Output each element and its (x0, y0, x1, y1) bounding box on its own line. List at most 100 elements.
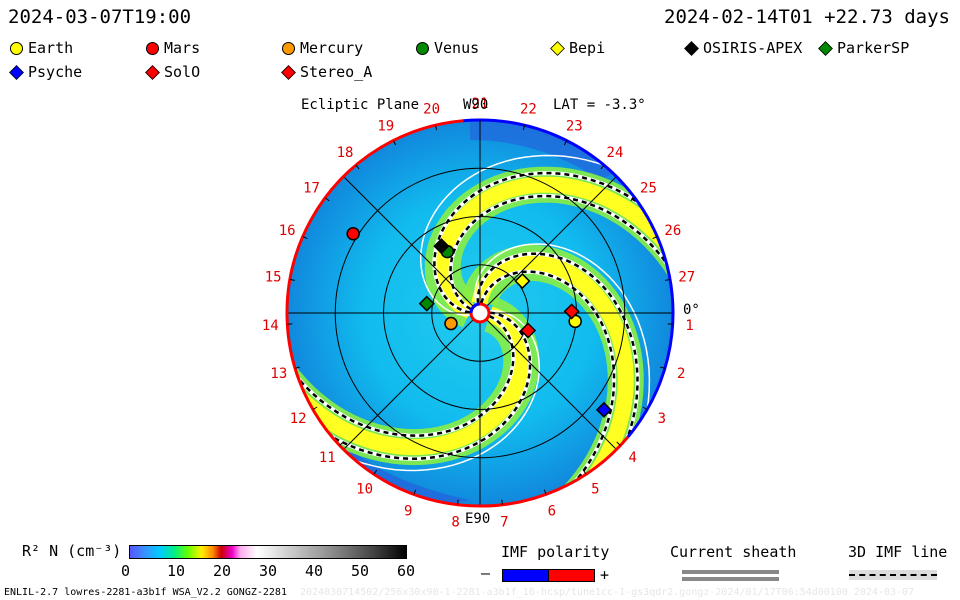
imf-line (480, 270, 616, 506)
circle-marker-icon (146, 41, 159, 55)
imf-3d-title: 3D IMF line (848, 543, 948, 561)
start-time: 2024-03-07T19:00 (8, 6, 192, 28)
tick-mark (563, 140, 568, 146)
circle-marker-icon (416, 41, 429, 55)
colorbar-tick: 40 (305, 562, 324, 580)
current-sheath-line-2 (682, 577, 779, 581)
tick-mark (302, 236, 308, 239)
tick-mark (642, 406, 648, 410)
tick-mark (543, 489, 547, 495)
legend-item-mercury: Mercury (282, 39, 363, 57)
tick-mark (600, 164, 605, 170)
colorbar-tick: 60 (397, 562, 416, 580)
colorbar-tick: 0 (121, 562, 131, 580)
carrington-tick-label: 23 (566, 118, 583, 134)
carrington-tick-label: 7 (500, 515, 508, 531)
object-solo (519, 322, 537, 339)
carrington-tick-label: 4 (629, 450, 637, 466)
density-streamer-core (434, 176, 673, 319)
imf-positive-swatch (548, 569, 595, 582)
legend-item-stereo_a: Stereo_A (281, 63, 373, 81)
tick-mark (294, 366, 301, 369)
carrington-tick-label: 8 (451, 515, 459, 531)
tick-mark (435, 125, 438, 131)
legend-label: Venus (434, 39, 480, 57)
imf-minus: – (481, 564, 491, 582)
legend-item-osiris-apex: OSIRIS-APEX (684, 39, 803, 57)
run-info: 2024030714502/256x30x90-1-2281-a3b1f_16-… (300, 587, 915, 598)
carrington-tick-label: 18 (337, 145, 354, 161)
legend-item-venus: Venus (416, 39, 479, 57)
object-mercury (444, 316, 458, 331)
imf-line (287, 311, 532, 460)
carrington-tick-label: 16 (279, 223, 296, 239)
carrington-tick-label: 27 (678, 270, 695, 286)
current-sheath-title: Current sheath (670, 543, 797, 561)
forecast-time: 2024-02-14T01 +22.73 days (664, 6, 950, 28)
legend-label: OSIRIS-APEX (703, 39, 803, 57)
zero-longitude-label: 0° (683, 302, 700, 318)
carrington-tick-label: 5 (591, 481, 599, 497)
carrington-tick-label: 10 (356, 481, 373, 497)
tick-mark (659, 366, 666, 369)
circle-marker-icon (282, 41, 295, 55)
legend-label: Mars (164, 39, 201, 57)
carrington-tick-label: 6 (548, 503, 556, 519)
carrington-tick-label: 22 (520, 102, 537, 118)
object-osiris-apex (433, 238, 450, 255)
tick-mark (665, 278, 671, 281)
plot-title: Ecliptic Plane (301, 97, 420, 113)
carrington-tick-label: 2 (677, 366, 685, 382)
colorbar (129, 545, 407, 559)
carrington-tick-label: 11 (319, 450, 336, 466)
carrington-tick-label: 9 (404, 503, 412, 519)
colorbar-label: R² N (cm⁻³) (22, 542, 122, 560)
legend-item-solo: SolO (145, 63, 201, 81)
carrington-tick-label: 24 (607, 145, 624, 161)
imf-3d-line (849, 574, 937, 576)
legend-label: Mercury (300, 39, 364, 57)
object-mars (346, 226, 360, 241)
legend-item-earth: Earth (10, 39, 73, 57)
legend-label: SolO (164, 63, 201, 81)
carrington-tick-label: 21 (472, 96, 489, 112)
object-bepi (514, 272, 531, 290)
carrington-tick-label: 26 (664, 223, 681, 239)
legend-label: Bepi (569, 39, 606, 57)
tick-mark (652, 236, 658, 239)
legend-item-bepi: Bepi (550, 39, 606, 57)
tick-mark (413, 489, 417, 495)
tick-mark (457, 499, 459, 505)
model-info: ENLIL-2.7 lowres-2281-a3b1f WSA_V2.2 GON… (4, 587, 287, 598)
bottom-direction-label: E90 (465, 511, 491, 527)
carrington-tick-label: 20 (423, 102, 440, 118)
legend-label: Psyche (28, 63, 83, 81)
tick-mark (501, 499, 503, 505)
field-line (287, 310, 541, 472)
tick-mark (630, 197, 636, 202)
tick-mark (392, 140, 397, 146)
carrington-tick-label: 19 (377, 118, 394, 134)
colorbar-tick: 10 (167, 562, 186, 580)
field-line (474, 243, 651, 490)
carrington-tick-label: 17 (303, 181, 320, 197)
legend-item-psyche: Psyche (9, 63, 83, 81)
colorbar-tick: 30 (259, 562, 278, 580)
carrington-tick-label: 25 (640, 181, 657, 197)
imf-polarity-title: IMF polarity (501, 543, 610, 561)
carrington-tick-label: 3 (658, 411, 666, 427)
top-direction-label: W90 (463, 97, 489, 113)
tick-mark (324, 197, 330, 202)
circle-marker-icon (10, 41, 23, 55)
carrington-tick-label: 12 (290, 411, 307, 427)
legend-label: Earth (28, 39, 74, 57)
object-parkersp (418, 295, 435, 312)
legend-label: ParkerSP (837, 39, 910, 57)
imf-plus: + (600, 566, 610, 584)
tick-mark (616, 441, 621, 446)
object-psyche (595, 401, 613, 418)
carrington-tick-label: 1 (685, 318, 693, 334)
tick-mark (582, 469, 587, 475)
legend-label: Stereo_A (300, 63, 373, 81)
